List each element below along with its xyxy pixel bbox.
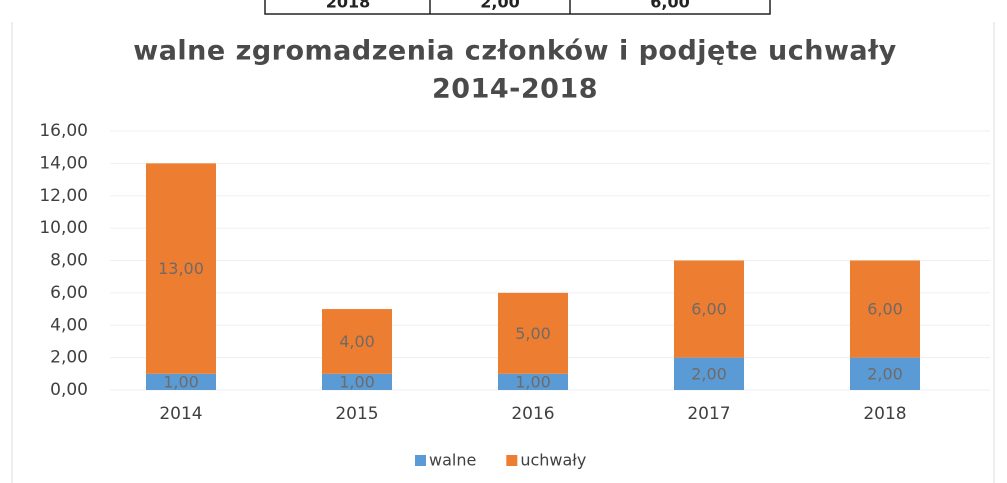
y-tick-label: 10,00 <box>39 218 88 238</box>
chart-subtitle: 2014-2018 <box>432 74 598 105</box>
bar-segment <box>674 260 744 358</box>
chart-title: walne zgromadzenia członków i podjęte uc… <box>133 36 896 67</box>
x-tick-label: 2018 <box>863 404 906 424</box>
y-tick-label: 16,00 <box>39 121 88 141</box>
legend-label: walne <box>429 451 476 470</box>
table-cell: 6,00 <box>650 0 689 12</box>
table-cell: 2018 <box>326 0 371 12</box>
data-label: 13,00 <box>158 259 204 278</box>
x-tick-label: 2015 <box>335 404 378 424</box>
x-tick-label: 2017 <box>687 404 730 424</box>
y-tick-label: 4,00 <box>50 315 88 335</box>
bar-segment <box>146 373 216 390</box>
legend-swatch <box>415 455 426 466</box>
legend-label: uchwały <box>520 451 586 470</box>
bar-segment <box>850 260 920 358</box>
data-label: 1,00 <box>163 372 199 391</box>
bar-segment <box>498 292 568 374</box>
data-label: 2,00 <box>691 364 727 383</box>
legend-swatch <box>506 455 518 466</box>
bar-segment <box>674 357 744 390</box>
bar-segment <box>498 373 568 390</box>
data-label: 5,00 <box>515 324 551 343</box>
data-label: 4,00 <box>339 332 375 351</box>
table-cell: 2,00 <box>480 0 519 12</box>
y-tick-label: 0,00 <box>50 380 88 400</box>
data-label: 1,00 <box>515 372 551 391</box>
y-tick-label: 14,00 <box>39 153 88 173</box>
y-tick-label: 12,00 <box>39 186 88 206</box>
y-tick-label: 8,00 <box>50 251 88 271</box>
bar-segment <box>322 373 392 390</box>
data-label: 2,00 <box>867 364 903 383</box>
table-row <box>264 0 771 15</box>
x-tick-label: 2014 <box>159 404 202 424</box>
bar-segment <box>322 309 392 374</box>
data-label: 6,00 <box>867 300 903 319</box>
data-label: 1,00 <box>339 372 375 391</box>
data-label: 6,00 <box>691 300 727 319</box>
bar-segment <box>146 163 216 374</box>
x-tick-label: 2016 <box>511 404 554 424</box>
bar-segment <box>850 357 920 390</box>
y-tick-label: 2,00 <box>50 348 88 368</box>
table-fragment: 2018 2,00 6,00 <box>264 0 771 15</box>
y-tick-label: 6,00 <box>50 283 88 303</box>
